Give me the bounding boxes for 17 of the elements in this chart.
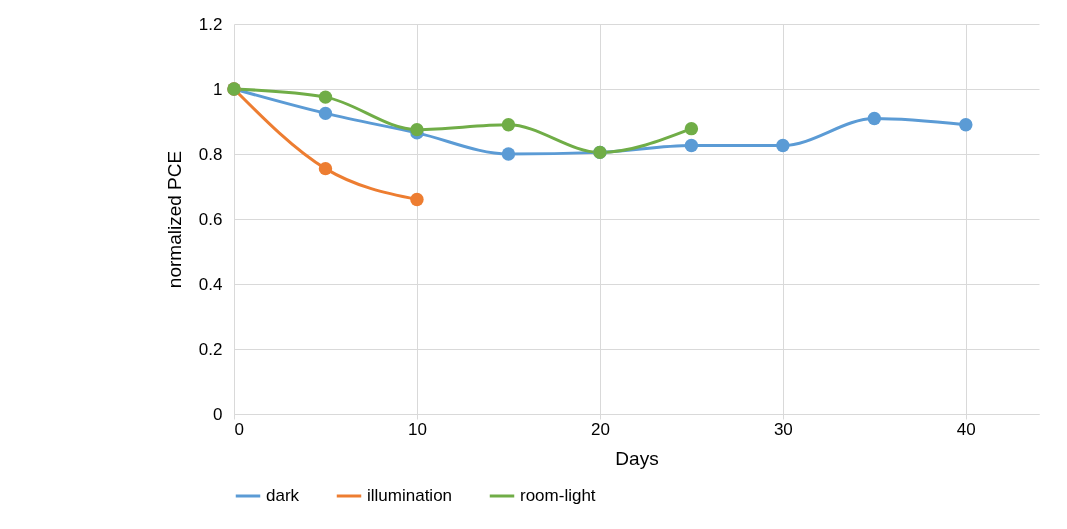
y-tick-label: 1 [213, 79, 223, 99]
legend-label: illumination [367, 486, 453, 505]
x-tick-label: 30 [773, 419, 793, 439]
x-tick-label: 20 [590, 419, 610, 439]
y-tick-label: 0.4 [198, 274, 223, 294]
y-tick-label: 1.2 [198, 14, 223, 34]
y-tick-label: 0 [213, 404, 223, 424]
y-axis-title: normalized PCE [163, 150, 185, 289]
y-tick-label: 0.8 [198, 144, 223, 164]
x-axis-title: Days [615, 447, 659, 469]
legend-label: dark [266, 486, 300, 505]
y-tick-label: 0.6 [198, 209, 223, 229]
legend-label: room-light [520, 486, 596, 505]
x-tick-label: 40 [956, 419, 976, 439]
x-tick-label: 0 [234, 419, 244, 439]
x-tick-label: 10 [407, 419, 427, 439]
y-tick-label: 0.2 [198, 339, 223, 359]
